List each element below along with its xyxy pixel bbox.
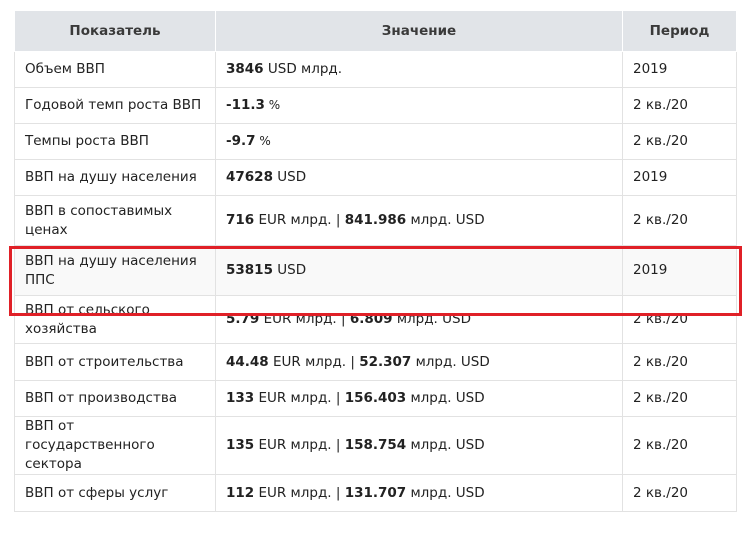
table-row: ВВП от сферы услуг 112 EUR млрд. | 131.7…	[14, 474, 737, 512]
header-row: Показатель Значение Период	[14, 10, 737, 52]
period-cell: 2019	[622, 51, 737, 88]
period-cell: 2 кв./20	[622, 295, 737, 344]
indicator-cell: ВВП от производства	[14, 380, 216, 417]
indicator-cell: ВВП от строительства	[14, 343, 216, 381]
value-cell: 53815 USD	[215, 245, 623, 296]
period-cell: 2019	[622, 245, 737, 296]
table-row-highlighted: ВВП на душу населения ППС 53815 USD 2019	[14, 245, 737, 296]
indicator-cell: ВВП на душу населения	[14, 159, 216, 196]
value-cell: -11.3 %	[215, 87, 623, 124]
indicator-cell: ВВП от государственного сектора	[14, 416, 216, 475]
table-row: ВВП от строительства 44.48 EUR млрд. | 5…	[14, 343, 737, 381]
value-cell: 716 EUR млрд. | 841.986 млрд. USD	[215, 195, 623, 246]
header-value: Значение	[215, 10, 623, 52]
period-cell: 2019	[622, 159, 737, 196]
value-cell: 5.79 EUR млрд. | 6.809 млрд. USD	[215, 295, 623, 344]
period-cell: 2 кв./20	[622, 123, 737, 160]
indicator-cell: ВВП на душу населения ППС	[14, 245, 216, 296]
header-indicator: Показатель	[14, 10, 216, 52]
table-row: ВВП от сельского хозяйства 5.79 EUR млрд…	[14, 295, 737, 344]
indicator-cell: Объем ВВП	[14, 51, 216, 88]
value-cell: -9.7 %	[215, 123, 623, 160]
period-cell: 2 кв./20	[622, 474, 737, 512]
value-cell: 135 EUR млрд. | 158.754 млрд. USD	[215, 416, 623, 475]
period-cell: 2 кв./20	[622, 343, 737, 381]
table-row: Темпы роста ВВП -9.7 % 2 кв./20	[14, 123, 737, 160]
table-row: ВВП от производства 133 EUR млрд. | 156.…	[14, 380, 737, 417]
period-cell: 2 кв./20	[622, 87, 737, 124]
indicator-cell: Темпы роста ВВП	[14, 123, 216, 160]
table-row: Объем ВВП 3846 USD млрд. 2019	[14, 51, 737, 88]
period-cell: 2 кв./20	[622, 416, 737, 475]
header-period: Период	[622, 10, 737, 52]
indicator-cell: Годовой темп роста ВВП	[14, 87, 216, 124]
table-row: Годовой темп роста ВВП -11.3 % 2 кв./20	[14, 87, 737, 124]
table-row: ВВП от государственного сектора 135 EUR …	[14, 416, 737, 475]
value-cell: 112 EUR млрд. | 131.707 млрд. USD	[215, 474, 623, 512]
gdp-indicators-table: Показатель Значение Период Объем ВВП 384…	[14, 10, 737, 512]
value-cell: 3846 USD млрд.	[215, 51, 623, 88]
period-cell: 2 кв./20	[622, 380, 737, 417]
indicator-cell: ВВП от сельского хозяйства	[14, 295, 216, 344]
table-row: ВВП в сопоставимых ценах 716 EUR млрд. |…	[14, 195, 737, 246]
table-row: ВВП на душу населения 47628 USD 2019	[14, 159, 737, 196]
indicator-cell: ВВП от сферы услуг	[14, 474, 216, 512]
value-cell: 47628 USD	[215, 159, 623, 196]
indicator-cell: ВВП в сопоставимых ценах	[14, 195, 216, 246]
value-cell: 133 EUR млрд. | 156.403 млрд. USD	[215, 380, 623, 417]
period-cell: 2 кв./20	[622, 195, 737, 246]
value-cell: 44.48 EUR млрд. | 52.307 млрд. USD	[215, 343, 623, 381]
